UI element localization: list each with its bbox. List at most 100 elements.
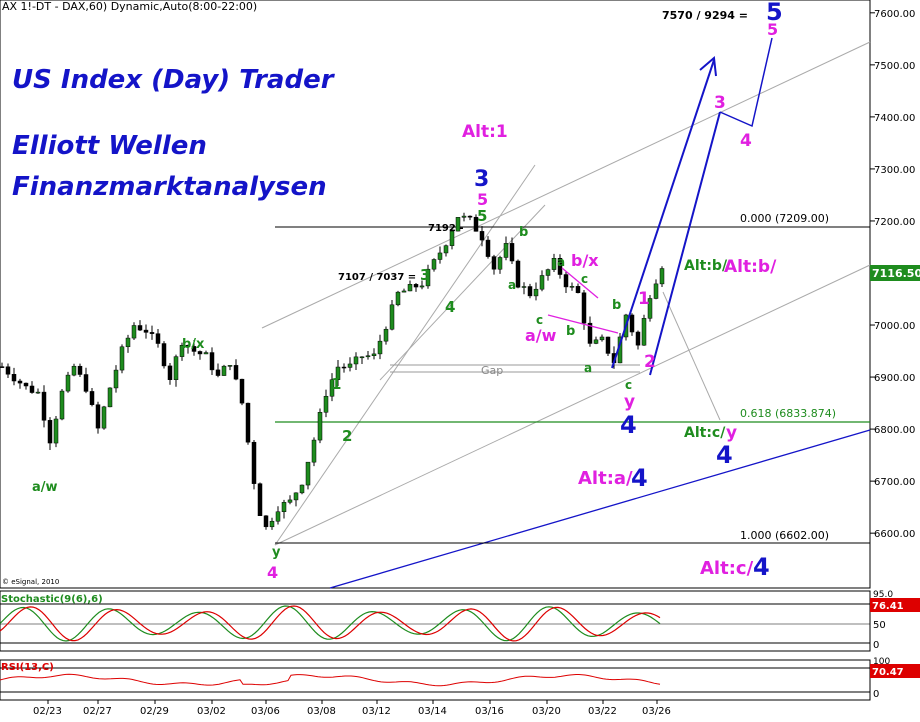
- wave-label-b-1: b: [519, 225, 528, 240]
- candle-body-60: [359, 356, 365, 359]
- candle-body-63: [377, 340, 383, 355]
- candle-body-99: [593, 339, 599, 344]
- candle-body-79: [473, 216, 479, 232]
- wave-label-bx-early: b/x: [182, 337, 205, 352]
- candle-body-82: [491, 256, 497, 270]
- fib-level-0-label: 0.000 (7209.00): [740, 212, 829, 225]
- wave-label-2-magenta: 2: [644, 352, 656, 372]
- candle-body-80: [479, 231, 485, 241]
- wave-label-b-3: b: [612, 298, 621, 313]
- candle-body-81: [485, 239, 491, 257]
- blue-arrow-wave-3: [611, 59, 715, 369]
- wave-label-y-low: y: [272, 545, 281, 560]
- stoch-k-line: [0, 605, 661, 642]
- candle-body-91: [545, 269, 551, 276]
- wave-label-alt-1: Alt:1: [462, 122, 508, 142]
- stoch-title: Stochastic(9(6),6): [1, 594, 103, 605]
- wave-label-5-blue-projected: 5: [766, 0, 783, 26]
- y-tick-label-4: 7000.00: [874, 321, 915, 332]
- x-tick-label-9: 03/20: [532, 706, 561, 717]
- wave-label-1-magenta: 1: [638, 289, 650, 309]
- wave-label-c-1: c: [536, 313, 543, 327]
- wave-label-4: 4: [445, 298, 455, 316]
- candle-body-65: [389, 304, 395, 330]
- wave-label-4-blue-alt: 4: [716, 441, 733, 469]
- candle-body-1: [5, 366, 11, 375]
- wave-label-4-alt-c: 4: [753, 553, 770, 581]
- rsi-value-badge: [870, 664, 920, 678]
- wave-label-alt-c: Alt:c/: [700, 558, 754, 579]
- wave-labels: a/w b/x y 4 1 2 3 4 5 5 3 Alt:1 b a c a/…: [32, 0, 783, 582]
- y-tick-label-7: 7300.00: [874, 165, 915, 176]
- candle-body-77: [461, 215, 467, 218]
- candle-body-89: [533, 288, 539, 297]
- trend-channels: [261, 41, 871, 589]
- candle-body-11: [65, 374, 71, 392]
- candle-body-16: [95, 404, 101, 429]
- candle-body-109: [653, 283, 659, 299]
- fib-level-618-label: 0.618 (6833.874): [740, 407, 836, 420]
- x-tick-label-5: 03/08: [307, 706, 336, 717]
- stochastic-panel-frame: [0, 590, 871, 652]
- candle-body-27: [161, 343, 167, 367]
- y-tick-label-8: 7400.00: [874, 113, 915, 124]
- candle-body-78: [467, 215, 473, 218]
- candle-body-14: [83, 374, 89, 392]
- candle-body-76: [455, 217, 461, 232]
- candle-body-75: [449, 230, 455, 246]
- brand-line-1: US Index (Day) Trader: [12, 65, 336, 95]
- x-tick-label-0: 02/23: [33, 706, 62, 717]
- wave-label-b-2: b: [566, 324, 575, 339]
- blue-path-wave-4-5: [719, 37, 773, 128]
- candle-body-42: [251, 441, 257, 484]
- y-tick-label-3: 6900.00: [874, 373, 915, 384]
- candle-body-51: [305, 461, 311, 486]
- candle-body-22: [131, 325, 137, 339]
- channel-blue-base: [329, 429, 871, 589]
- candle-body-47: [281, 502, 287, 513]
- wave-label-4-low: 4: [267, 563, 278, 582]
- candle-body-54: [323, 395, 329, 413]
- wave-label-a-1: a: [508, 278, 516, 292]
- blue-arrow-wave-3b: [649, 111, 721, 376]
- wave-label-a-3: a: [584, 361, 592, 375]
- candle-body-28: [167, 365, 173, 380]
- wave-label-aw-magenta: a/w: [525, 326, 557, 345]
- candle-body-98: [587, 322, 593, 344]
- candle-body-88: [527, 286, 533, 297]
- wave-label-5-magenta-projected: 5: [767, 20, 778, 39]
- stoch-value: 76.41: [872, 601, 904, 612]
- candle-body-17: [101, 406, 107, 429]
- candle-body-58: [347, 363, 353, 368]
- wave-label-y-magenta: y: [624, 392, 635, 412]
- fib-level-1000-label: 1.000 (6602.00): [740, 529, 829, 542]
- candle-body-48: [287, 499, 293, 503]
- wave-label-c-2: c: [581, 272, 588, 286]
- wave-label-3: 3: [420, 266, 430, 284]
- candle-body-32: [191, 346, 197, 352]
- candle-body-19: [113, 369, 119, 389]
- candle-body-95: [569, 286, 575, 288]
- main-panel-frame: [0, 0, 871, 589]
- copyright: © eSignal, 2010: [2, 578, 59, 586]
- candle-body-44: [263, 515, 269, 528]
- y-tick-label-9: 7500.00: [874, 61, 915, 72]
- candle-body-35: [209, 352, 215, 371]
- wave-label-alt-a: Alt:a/: [578, 468, 633, 489]
- wave-label-y-alt: y: [726, 423, 737, 443]
- candle-body-4: [23, 382, 29, 387]
- candlesticks: [0, 212, 665, 530]
- wave-label-bx-magenta: b/x: [571, 251, 599, 270]
- stoch-tick-95: 95.0: [873, 590, 893, 600]
- channel-steep-grey-2: [379, 204, 546, 381]
- candle-body-66: [395, 291, 401, 306]
- candle-body-5: [29, 385, 35, 393]
- candle-body-36: [215, 369, 221, 376]
- x-tick-label-11: 03/26: [642, 706, 671, 717]
- rsi-panel-frame: [0, 659, 871, 701]
- date-axis: 02/23 02/27 02/29 03/02 03/06 03/08 03/12 03/14…: [33, 700, 671, 717]
- wave-label-3-blue: 3: [474, 167, 489, 192]
- candle-body-64: [383, 328, 389, 342]
